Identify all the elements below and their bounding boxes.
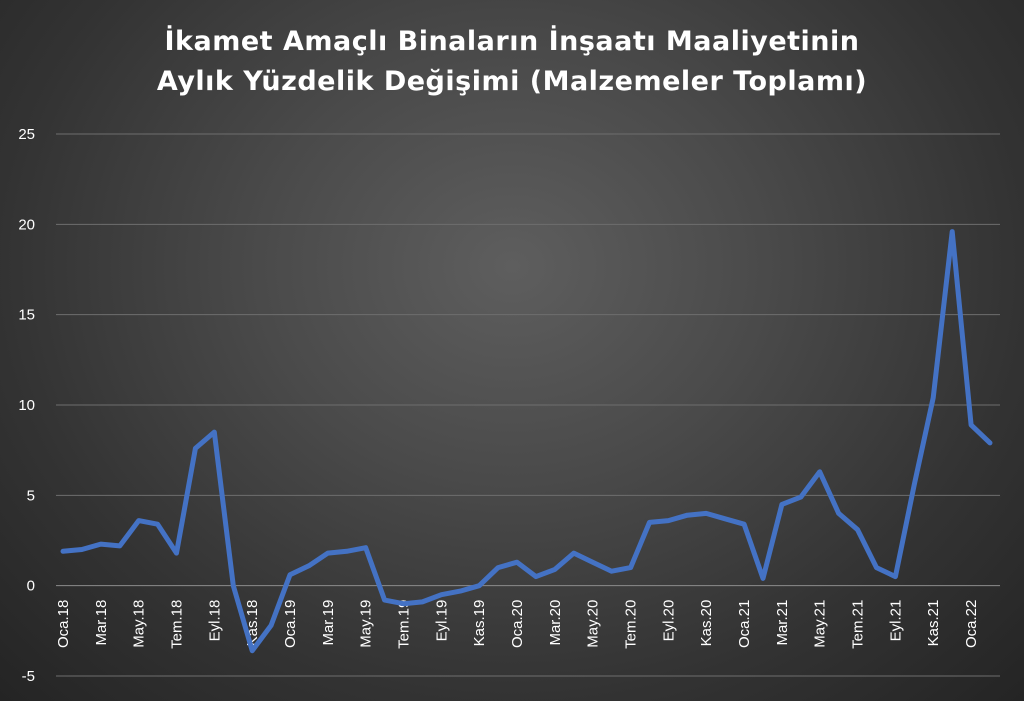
data-point	[760, 576, 765, 581]
x-tick-label: Tem.18	[169, 600, 186, 649]
data-point	[325, 551, 330, 556]
x-tick-label: Tem.20	[623, 600, 640, 649]
data-point	[590, 560, 595, 565]
data-point	[117, 543, 122, 548]
data-point	[382, 598, 387, 603]
x-tick-label: Mar.20	[547, 600, 564, 646]
x-tick-label: Kas.21	[925, 600, 942, 647]
x-tick-label: Oca.21	[736, 600, 753, 648]
data-point	[552, 567, 557, 572]
y-tick-label: 25	[18, 126, 35, 143]
x-tick-label: Oca.20	[509, 600, 526, 648]
data-point	[250, 648, 255, 653]
data-point	[704, 511, 709, 516]
data-point	[439, 592, 444, 597]
data-point	[79, 547, 84, 552]
data-point	[174, 551, 179, 556]
data-point	[742, 522, 747, 527]
x-tick-label: May.20	[585, 600, 602, 648]
x-tick-label: Mar.19	[320, 600, 337, 646]
x-tick-label: Kas.19	[471, 600, 488, 647]
data-point	[855, 527, 860, 532]
x-tick-label: Tem.21	[850, 600, 867, 649]
x-tick-label: Eyl.18	[206, 600, 223, 642]
data-point	[931, 395, 936, 400]
y-tick-label: 5	[27, 487, 35, 504]
x-tick-label: Eyl.19	[433, 600, 450, 642]
x-tick-label: Oca.19	[282, 600, 299, 648]
data-point	[288, 572, 293, 577]
data-point	[420, 599, 425, 604]
data-point	[723, 516, 728, 521]
data-point	[817, 469, 822, 474]
x-tick-label: Oca.22	[963, 600, 980, 648]
y-tick-label: 20	[18, 216, 35, 233]
data-point	[666, 518, 671, 523]
x-tick-label: May.19	[358, 600, 375, 648]
data-point	[836, 511, 841, 516]
data-point	[969, 422, 974, 427]
data-point	[496, 565, 501, 570]
data-point	[458, 589, 463, 594]
data-point	[950, 229, 955, 234]
data-point	[363, 545, 368, 550]
data-point	[136, 518, 141, 523]
data-point	[269, 623, 274, 628]
data-point	[779, 502, 784, 507]
x-tick-label: Tem.19	[396, 600, 413, 649]
x-tick-label: Oca.18	[55, 600, 72, 648]
data-point	[988, 440, 993, 445]
data-point	[193, 446, 198, 451]
data-point	[628, 565, 633, 570]
y-tick-label: -5	[22, 668, 35, 685]
x-tick-label: Eyl.20	[660, 600, 677, 642]
data-point	[231, 583, 236, 588]
data-point	[515, 560, 520, 565]
data-point	[344, 549, 349, 554]
data-point	[571, 551, 576, 556]
chart-title: İkamet Amaçlı Binaların İnşaatı Maaliyet…	[0, 22, 1024, 102]
x-tick-label: May.18	[131, 600, 148, 648]
x-tick-label: Mar.21	[774, 600, 791, 646]
data-point	[912, 482, 917, 487]
y-tick-label: 10	[18, 397, 35, 414]
data-point	[212, 430, 217, 435]
data-point	[477, 583, 482, 588]
x-tick-label: May.21	[812, 600, 829, 648]
data-point	[533, 574, 538, 579]
data-point	[874, 565, 879, 570]
data-point	[893, 574, 898, 579]
chart-title-line-2: Aylık Yüzdelik Değişimi (Malzemeler Topl…	[156, 66, 868, 97]
x-tick-label: Kas.20	[698, 600, 715, 647]
data-point	[98, 542, 103, 547]
data-point	[798, 495, 803, 500]
data-point	[155, 522, 160, 527]
data-point	[61, 549, 66, 554]
series-line	[60, 229, 993, 654]
x-tick-label: Eyl.21	[887, 600, 904, 642]
chart-title-line-1: İkamet Amaçlı Binaların İnşaatı Maaliyet…	[164, 26, 860, 57]
y-tick-label: 15	[18, 307, 35, 324]
data-point	[647, 520, 652, 525]
y-tick-label: 0	[27, 578, 35, 595]
data-point	[609, 569, 614, 574]
data-point	[685, 513, 690, 518]
x-tick-label: Mar.18	[93, 600, 110, 646]
data-point	[401, 601, 406, 606]
data-point	[306, 563, 311, 568]
